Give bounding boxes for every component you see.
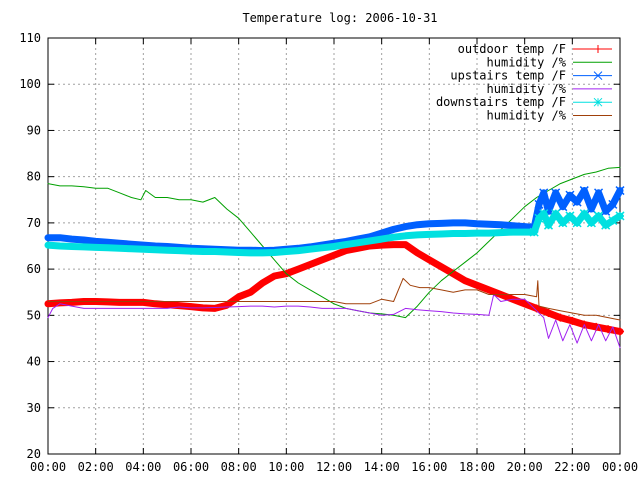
legend-entry-6: humidity /% <box>487 109 612 123</box>
x-tick-label: 12:00 <box>316 460 352 474</box>
data-point <box>551 209 561 219</box>
legend-entry-2: humidity /% <box>487 55 612 69</box>
y-tick-label: 40 <box>27 355 41 369</box>
data-point <box>558 218 568 228</box>
legend-entry-1: outdoor temp /F <box>458 42 612 56</box>
data-point <box>556 313 565 322</box>
series-line <box>47 294 621 349</box>
series-4 <box>47 294 621 349</box>
y-tick-label: 70 <box>27 216 41 230</box>
data-point <box>565 211 575 221</box>
plot-area <box>44 166 625 349</box>
chart-title: Temperature log: 2006-10-31 <box>242 11 437 25</box>
data-point <box>615 186 625 196</box>
data-point <box>572 197 582 207</box>
series-1 <box>44 241 624 336</box>
series-2 <box>47 166 621 319</box>
legend-label: humidity /% <box>487 82 567 96</box>
x-tick-label: 10:00 <box>268 460 304 474</box>
x-tick-label: 04:00 <box>125 460 161 474</box>
data-point <box>608 199 618 209</box>
data-point <box>594 211 604 221</box>
data-point <box>539 188 549 198</box>
series-3 <box>44 186 625 255</box>
legend-label: humidity /% <box>487 55 567 69</box>
data-point <box>579 209 589 219</box>
y-tick-label: 100 <box>19 77 41 91</box>
legend-label: downstairs temp /F <box>436 95 566 109</box>
data-point <box>579 186 589 196</box>
data-point <box>529 227 539 237</box>
y-tick-label: 110 <box>19 31 41 45</box>
data-point <box>615 211 625 221</box>
data-point <box>601 206 611 216</box>
marker-stroke <box>608 199 618 209</box>
marker-stroke <box>615 186 625 196</box>
marker-stroke <box>565 190 575 200</box>
legend-label: upstairs temp /F <box>450 69 566 83</box>
data-point <box>558 202 568 212</box>
data-point <box>594 188 604 198</box>
y-tick-label: 60 <box>27 262 41 276</box>
legend-entry-3: upstairs temp /F <box>450 69 612 83</box>
series-6 <box>47 277 621 321</box>
data-point <box>604 325 613 334</box>
legend-label: humidity /% <box>487 109 567 123</box>
data-point <box>616 327 624 336</box>
y-tick-label: 30 <box>27 401 41 415</box>
data-point <box>565 190 575 200</box>
x-tick-label: 22:00 <box>554 460 590 474</box>
legend-entry-4: humidity /% <box>487 82 612 96</box>
data-point <box>608 216 618 226</box>
legend-marker <box>593 71 603 80</box>
y-tick-label: 50 <box>27 308 41 322</box>
legend-label: outdoor temp /F <box>458 42 566 56</box>
x-tick-label: 14:00 <box>364 460 400 474</box>
x-tick-label: 00:00 <box>602 460 638 474</box>
data-point <box>568 316 577 325</box>
x-tick-label: 06:00 <box>173 460 209 474</box>
marker-stroke <box>558 202 568 212</box>
marker-stroke <box>601 206 611 216</box>
marker-stroke <box>572 197 582 207</box>
x-tick-label: 00:00 <box>30 460 66 474</box>
axes: 00:00 02:00 04:00 06:00 08:00 10:00 12:00 14:00… <box>19 31 638 474</box>
data-point <box>534 199 544 209</box>
series-line <box>44 241 624 335</box>
x-tick-label: 18:00 <box>459 460 495 474</box>
marker-stroke <box>551 188 561 198</box>
x-tick-label: 20:00 <box>507 460 543 474</box>
x-tick-label: 02:00 <box>78 460 114 474</box>
marker-stroke <box>594 188 604 198</box>
x-tick-label: 08:00 <box>221 460 257 474</box>
data-point <box>544 309 553 318</box>
series-line <box>47 277 621 321</box>
data-point <box>601 220 611 230</box>
y-tick-label: 20 <box>27 447 41 461</box>
y-tick-label: 90 <box>27 123 41 137</box>
marker-stroke <box>539 188 549 198</box>
marker-stroke <box>579 186 589 196</box>
marker-stroke <box>586 204 596 214</box>
series-5 <box>44 209 625 257</box>
data-point <box>543 220 554 230</box>
data-point <box>572 218 582 228</box>
series-line <box>47 166 621 319</box>
y-tick-label: 80 <box>27 170 41 184</box>
data-point <box>551 188 561 198</box>
grid <box>48 38 620 454</box>
legend-entry-5: downstairs temp /F <box>436 95 612 109</box>
x-tick-label: 16:00 <box>411 460 447 474</box>
data-point <box>586 204 596 214</box>
data-point <box>586 218 596 228</box>
marker-stroke <box>534 199 544 209</box>
data-point <box>539 209 549 219</box>
